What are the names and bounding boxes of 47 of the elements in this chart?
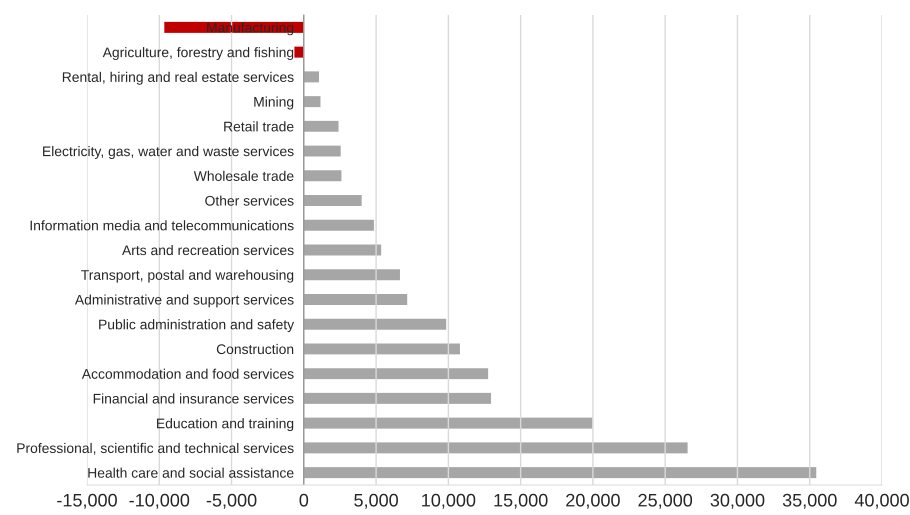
y-tick-label: Agriculture, forestry and fishing [102,47,294,60]
bar [303,441,690,455]
x-tick-label: 10,000 [422,494,476,509]
bar [303,243,383,257]
y-tick-label: Education and training [157,418,294,432]
bar [303,119,340,134]
y-tick-label: Other services [205,195,294,206]
bar [303,416,594,430]
x-tick-label: 25,000 [638,494,692,509]
x-tick-label: -15,000 [57,494,117,509]
y-tick-label: Public administration and safety [99,319,294,332]
bar [303,466,818,480]
x-tick-label: 20,000 [566,494,620,509]
x-tick-label: -5,000 [206,494,256,509]
bar [303,317,448,332]
x-tick-label: -10,000 [129,494,190,509]
x-tick-label: 5,000 [354,494,398,509]
x-tick-label: 35,000 [782,494,837,509]
bar [303,392,492,406]
bar [303,168,343,183]
x-tick-label: 0 [300,494,308,507]
bar [303,94,322,108]
x-tick-label: 30,000 [710,494,764,509]
y-tick-label: Accommodation and food services [82,368,294,379]
bar [303,194,364,208]
y-tick-label: Administrative and support services [74,294,294,308]
bar [303,366,490,381]
y-tick-label: Retail trade [224,121,294,132]
y-tick-label: Construction [216,344,294,354]
y-tick-label: Wholesale trade [194,170,294,181]
y-tick-label: Arts and recreation services [122,244,294,256]
y-tick-label: Electricity, gas, water and waste services [43,146,294,159]
bar [303,342,462,356]
x-tick-label: 15,000 [494,494,548,509]
bar [303,268,402,282]
y-tick-label: Financial and insurance services [94,393,294,404]
bar [303,218,376,232]
bar [303,144,342,158]
bar [303,292,409,306]
y-tick-label: Health care and social assistance [88,468,294,478]
y-tick-label: Professional, scientific and technical services [17,442,294,455]
x-tick-label: 40,000 [854,494,909,509]
bar [303,70,320,84]
y-tick-label: Mining [254,96,294,110]
y-tick-label: Rental, hiring and real estate services [62,72,294,85]
y-tick-label: Information media and telecommunications [30,220,294,230]
y-tick-label: Transport, postal and warehousing [81,270,294,283]
